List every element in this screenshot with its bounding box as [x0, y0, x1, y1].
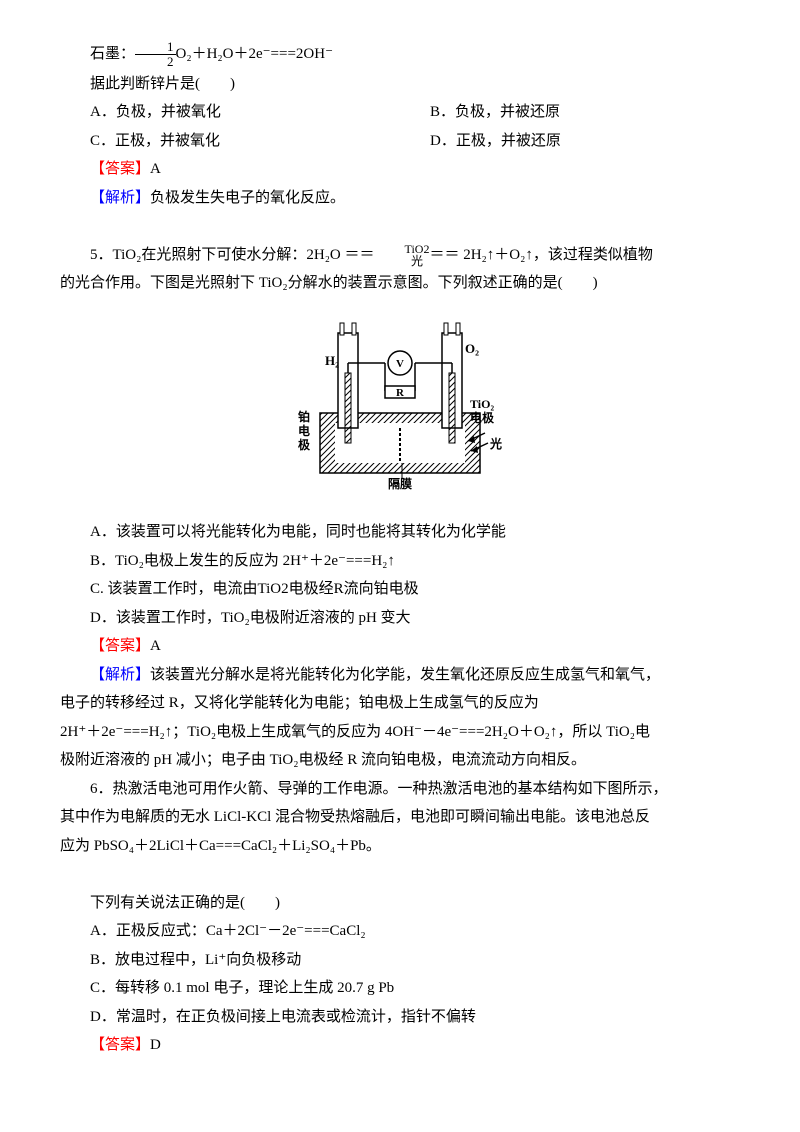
q5-diagram-svg: V R H₂ O₂ 铂 电 极 TiO₂ 电极 光 隔膜 — [290, 313, 510, 493]
membrane-label: 隔膜 — [388, 476, 412, 491]
q4-graphite-eq: 石墨：12O₂＋H₂O＋2e⁻===2OH⁻ — [60, 40, 740, 70]
answer-label: 【答案】 — [90, 161, 150, 177]
q6-stem-p1: 6．热激活电池可用作火箭、导弹的工作电源。一种热激活电池的基本结构如下图所示， — [60, 775, 740, 804]
q6-answer-value: D — [150, 1037, 161, 1053]
h2-label: H₂ — [325, 353, 339, 368]
light-label: 光 — [489, 436, 502, 451]
eq-condition: TiO2光 — [375, 243, 430, 267]
q5-answer: 【答案】A — [60, 632, 740, 661]
q5-stem-line1: 5．TiO₂在光照射下可使水分解：2H₂O ＝＝TiO2光＝＝ 2H₂↑＋O₂↑… — [60, 241, 740, 270]
pt-label-1: 铂 — [298, 409, 310, 424]
q5-analysis-p1: 【解析】该装置光分解水是将光能转化为化学能，发生氧化还原反应生成氢气和氧气， — [60, 661, 740, 690]
voltmeter-label: V — [396, 358, 404, 370]
q4-graphite-prefix: 石墨： — [90, 46, 135, 62]
q4-option-d: D．正极，并被还原 — [400, 127, 740, 156]
q4-options-row1: A．负极，并被氧化 B．负极，并被还原 — [60, 98, 740, 127]
answer-label: 【答案】 — [90, 1037, 150, 1053]
answer-label: 【答案】 — [90, 638, 150, 654]
q5-diagram: V R H₂ O₂ 铂 电 极 TiO₂ 电极 光 隔膜 — [60, 313, 740, 504]
q4-analysis-text: 负极发生失电子的氧化反应。 — [150, 190, 345, 206]
q5-stem-p1: 5．TiO₂在光照射下可使水分解：2H₂O — [90, 247, 341, 263]
q5-option-a: A．该装置可以将光能转化为电能，同时也能将其转化为化学能 — [60, 518, 740, 547]
q5-analysis-p3: 2H⁺＋2e⁻===H₂↑；TiO₂电极上生成氧气的反应为 4OH⁻－4e⁻==… — [60, 718, 740, 747]
pt-label-3: 极 — [298, 437, 311, 452]
q4-graphite-equation: O₂＋H₂O＋2e⁻===2OH⁻ — [176, 46, 334, 62]
q5-option-d: D．该装置工作时，TiO₂电极附近溶液的 pH 变大 — [60, 604, 740, 633]
fraction-half: 12 — [135, 40, 176, 70]
q4-option-c: C．正极，并被氧化 — [60, 127, 400, 156]
pt-label-2: 电 — [298, 423, 310, 438]
q4-judge: 据此判断锌片是( ) — [60, 70, 740, 99]
q5-stem-p2: 2H₂↑＋O₂↑，该过程类似植物 — [463, 247, 653, 263]
q5-option-b: B．TiO₂电极上发生的反应为 2H⁺＋2e⁻===H₂↑ — [60, 547, 740, 576]
q4-analysis: 【解析】负极发生失电子的氧化反应。 — [60, 184, 740, 213]
q6-option-b: B．放电过程中，Li⁺向负极移动 — [60, 946, 740, 975]
q5-analysis-p4: 极附近溶液的 pH 减小；电子由 TiO₂电极经 R 流向铂电极，电流流动方向相… — [60, 746, 740, 775]
q6-option-d: D．常温时，在正负极间接上电流表或检流计，指针不偏转 — [60, 1003, 740, 1032]
tio2-label-1: TiO₂ — [470, 397, 494, 411]
q4-answer-value: A — [150, 161, 161, 177]
q5-stem-line2: 的光合作用。下图是光照射下 TiO₂分解水的装置示意图。下列叙述正确的是( ) — [60, 269, 740, 298]
q6-stem-p2: 其中作为电解质的无水 LiCl-KCl 混合物受热熔融后，电池即可瞬间输出电能。… — [60, 803, 740, 832]
q4-option-b: B．负极，并被还原 — [400, 98, 740, 127]
q6-stem-p3: 应为 PbSO₄＋2LiCl＋Ca===CaCl₂＋Li₂SO₄＋Pb。 — [60, 832, 740, 861]
q6-question: 下列有关说法正确的是( ) — [60, 889, 740, 918]
q5-analysis-p2: 电子的转移经过 R，又将化学能转化为电能；铂电极上生成氢气的反应为 — [60, 689, 740, 718]
analysis-label: 【解析】 — [90, 190, 150, 206]
q6-option-c: C．每转移 0.1 mol 电子，理论上生成 20.7 g Pb — [60, 974, 740, 1003]
eq-equals-r: ＝＝ — [429, 247, 459, 263]
o2-label: O₂ — [465, 341, 479, 356]
q4-option-a: A．负极，并被氧化 — [60, 98, 400, 127]
tio2-label-2: 电极 — [470, 410, 495, 425]
q5-analysis-t1: 该装置光分解水是将光能转化为化学能，发生氧化还原反应生成氢气和氧气， — [150, 667, 660, 683]
resistor-label: R — [396, 387, 405, 399]
q6-option-a: A．正极反应式：Ca＋2Cl⁻－2e⁻===CaCl₂ — [60, 917, 740, 946]
q5-option-c: C. 该装置工作时，电流由TiO2电极经R流向铂电极 — [60, 575, 740, 604]
q6-answer: 【答案】D — [60, 1031, 740, 1060]
eq-equals-l: ＝＝ — [345, 247, 375, 263]
q4-options-row2: C．正极，并被氧化 D．正极，并被还原 — [60, 127, 740, 156]
analysis-label: 【解析】 — [90, 667, 150, 683]
q4-answer: 【答案】A — [60, 155, 740, 184]
q5-answer-value: A — [150, 638, 161, 654]
